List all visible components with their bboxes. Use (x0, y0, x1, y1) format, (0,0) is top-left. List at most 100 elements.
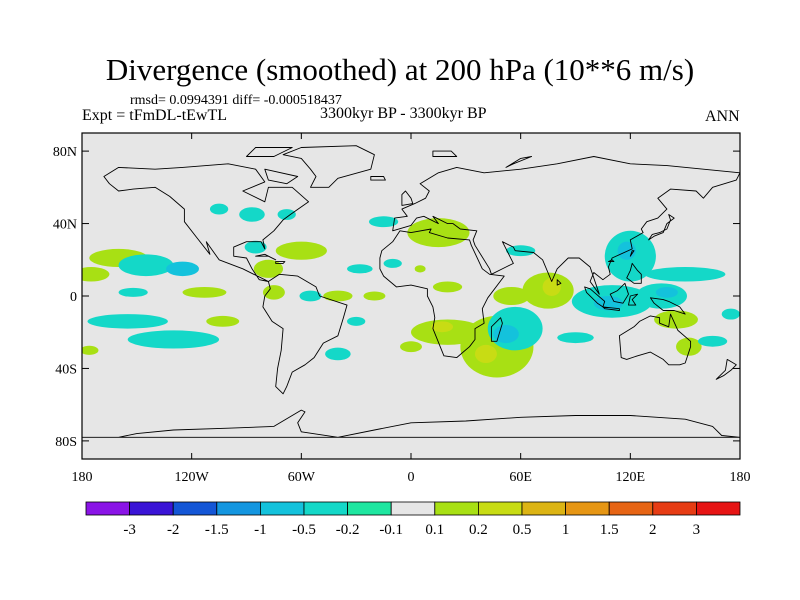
chart-title: Divergence (smoothed) at 200 hPa (10**6 … (105, 52, 695, 87)
colorbar-label: -2 (167, 522, 180, 538)
anomaly-region (493, 324, 519, 344)
anomaly-region (275, 241, 327, 260)
anomaly-region (644, 267, 726, 282)
colorbar-label: -3 (123, 522, 136, 538)
anomaly-region (127, 330, 220, 349)
coastline-uk (401, 190, 414, 206)
anomaly-region (431, 321, 454, 333)
colorbar-swatch (477, 501, 523, 516)
colorbar-label: -0.5 (292, 522, 316, 538)
anomaly-region (363, 291, 386, 301)
coastline-hispaniola (275, 261, 286, 264)
colorbar-swatch (347, 501, 392, 516)
anomaly-region (182, 286, 227, 298)
coastline-svalbard (432, 150, 458, 157)
anomaly-region (383, 258, 402, 268)
colorbar-label: 0.2 (469, 522, 488, 538)
anomaly-region (82, 267, 110, 282)
colorbar-swatch (608, 501, 654, 516)
coastline-madagascar (490, 317, 503, 342)
anomaly-region (166, 261, 199, 277)
colorbar-label: 0.1 (425, 522, 444, 538)
colorbar-swatch (521, 501, 566, 516)
colorbar-swatch (434, 501, 479, 516)
colorbar-swatch (129, 501, 174, 516)
coastline-sulawesi (628, 293, 639, 306)
y-tick-label: 80S (55, 435, 77, 450)
anomaly-region (209, 203, 229, 215)
coastline-baffin (264, 168, 299, 185)
anomaly-region (593, 296, 624, 311)
colorbar-swatch (85, 501, 130, 516)
anomaly-region (400, 341, 422, 353)
anomaly-region (407, 218, 470, 248)
anomaly-region (262, 285, 285, 300)
coastline-africa (379, 228, 505, 359)
x-tick-label: 60E (509, 470, 532, 485)
anomaly-region (368, 216, 399, 228)
anomaly-region (721, 308, 740, 320)
anomaly-region (239, 207, 265, 222)
colorbar-swatch (259, 501, 305, 516)
y-tick-label: 40N (53, 218, 77, 233)
x-tick-label: 0 (408, 470, 415, 485)
anomaly-region (654, 310, 698, 329)
anomaly-region (347, 264, 373, 274)
colorbar-swatch (696, 501, 741, 516)
coastline-borneo (609, 282, 629, 304)
colorbar-label: 2 (649, 522, 657, 538)
anomaly-region (323, 290, 353, 302)
colorbar-label: -1 (254, 522, 267, 538)
anomaly-region (347, 316, 366, 326)
colorbar-swatch (303, 501, 348, 516)
x-tick-label: 60W (288, 470, 316, 485)
coastline-cuba (255, 253, 277, 261)
coastline-new-zealand (715, 358, 737, 380)
coastline-antarctica (82, 409, 740, 438)
anomaly-region (299, 290, 322, 302)
coastline-north-america (103, 163, 310, 282)
coastline-australia (618, 313, 692, 366)
anomaly-region (206, 315, 240, 327)
colorbar-label: 1 (562, 522, 570, 538)
colorbar-label: -1.5 (205, 522, 229, 538)
coastline-sri-lanka (556, 279, 562, 286)
colorbar-label: 3 (693, 522, 701, 538)
anomaly-region (557, 332, 594, 344)
colorbar-swatch (172, 501, 218, 516)
anomaly-region (118, 287, 148, 297)
anomaly-region (474, 344, 497, 364)
coastline-ellesmere (246, 147, 293, 157)
coastline-japan (648, 214, 675, 241)
anomaly-region (82, 345, 99, 355)
x-tick-label: 120W (175, 470, 210, 485)
colorbar-swatch (216, 501, 261, 516)
stats-line: rmsd= 0.0994391 diff= -0.000518437 (130, 93, 342, 108)
anomaly-region (676, 337, 702, 356)
anomaly-region (118, 254, 174, 277)
anomaly-region (277, 209, 296, 220)
period-label: 3300kyr BP - 3300kyr BP (320, 105, 487, 122)
anomaly-region (432, 281, 463, 293)
y-tick-label: 40S (55, 362, 77, 377)
y-tick-label: 80N (53, 145, 77, 160)
colorbar-label: 1.5 (600, 522, 619, 538)
coastline-novaya-zemlya (505, 156, 533, 168)
coastline-south-america (262, 273, 348, 395)
coastline-greenland (282, 145, 375, 188)
anomaly-region (697, 335, 728, 347)
anomaly-region (87, 314, 168, 329)
experiment-label: Expt = tFmDL-tEwTL (82, 107, 228, 124)
anomaly-region (542, 277, 561, 297)
coastline-eurasia (392, 156, 740, 295)
coastline-taiwan (629, 250, 635, 257)
x-tick-label: 120E (616, 470, 646, 485)
coastline-java (602, 306, 620, 311)
x-tick-label: 180 (72, 470, 93, 485)
coastline-iceland (370, 176, 386, 181)
colorbar-label: 0.5 (513, 522, 532, 538)
anomaly-region (244, 240, 267, 254)
x-tick-label: 180 (730, 470, 751, 485)
colorbar-swatch (390, 501, 436, 516)
